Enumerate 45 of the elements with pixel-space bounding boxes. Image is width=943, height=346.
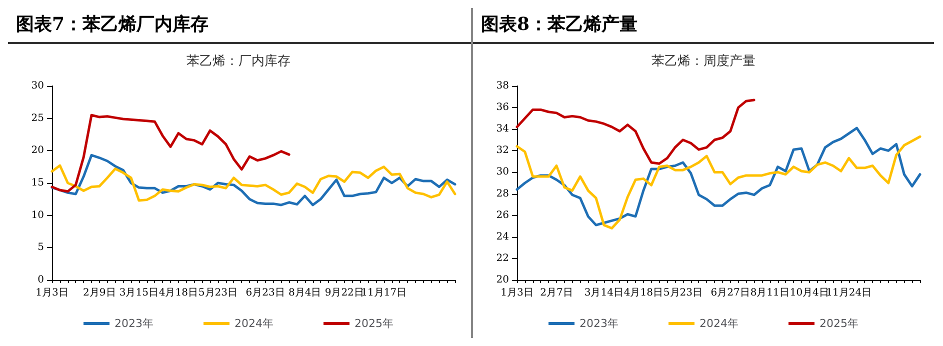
y-tick-label: 0 bbox=[38, 274, 44, 286]
y-tick-label: 24 bbox=[496, 231, 509, 242]
chart-title: 图表7：苯乙烯厂内库存 bbox=[8, 8, 471, 44]
y-tick-label: 20 bbox=[496, 274, 509, 286]
x-tick-label: 2月7日 bbox=[540, 288, 573, 298]
y-tick-label: 32 bbox=[496, 145, 509, 156]
y-tick-label: 22 bbox=[496, 252, 509, 264]
x-tick-label: 4月18日 bbox=[624, 288, 663, 298]
legend-label: 2023年 bbox=[114, 317, 154, 330]
x-tick-label: 10月4日 bbox=[790, 288, 829, 298]
legend-label: 2023年 bbox=[580, 317, 619, 330]
x-tick-label: 1月3日 bbox=[500, 288, 534, 298]
chart-title: 图表8：苯乙烯产量 bbox=[473, 8, 934, 44]
x-tick-label: 2月9日 bbox=[83, 288, 116, 298]
x-tick-label: 8月11日 bbox=[750, 288, 790, 298]
x-tick-label: 6月27日 bbox=[710, 288, 750, 298]
y-tick-label: 28 bbox=[496, 188, 509, 200]
chart-subtitle: 苯乙烯：周度产量 bbox=[652, 53, 756, 69]
y-tick-label: 36 bbox=[496, 102, 509, 114]
x-tick-label: 1月3日 bbox=[36, 288, 68, 298]
x-tick-label: 5月23日 bbox=[663, 288, 702, 298]
x-tick-label: 6月23日 bbox=[246, 288, 285, 298]
x-tick-label: 3月14日 bbox=[584, 288, 624, 298]
y-tick-label: 38 bbox=[496, 80, 509, 92]
y-tick-label: 26 bbox=[496, 210, 509, 221]
legend-label: 2025年 bbox=[819, 317, 858, 330]
y-tick-label: 25 bbox=[31, 112, 44, 124]
x-tick-label: 4月18日 bbox=[158, 288, 198, 298]
y-tick-label: 30 bbox=[31, 80, 44, 92]
x-tick-label: 5月23日 bbox=[198, 288, 238, 298]
x-tick-label: 9月22日 bbox=[324, 288, 364, 298]
y-tick-label: 34 bbox=[496, 124, 509, 135]
y-tick-label: 5 bbox=[38, 242, 44, 254]
x-tick-label: 11月24日 bbox=[826, 288, 872, 298]
x-tick-label: 11月17日 bbox=[361, 288, 407, 298]
y-tick-label: 20 bbox=[31, 145, 44, 156]
legend-label: 2025年 bbox=[354, 317, 394, 330]
legend-label: 2024年 bbox=[700, 317, 739, 330]
x-tick-label: 8月4日 bbox=[288, 288, 322, 298]
legend-label: 2024年 bbox=[234, 317, 274, 330]
y-tick-label: 30 bbox=[496, 166, 509, 178]
y-tick-label: 15 bbox=[31, 178, 44, 188]
chart-subtitle: 苯乙烯：厂内库存 bbox=[186, 54, 290, 69]
x-tick-label: 3月15日 bbox=[119, 288, 158, 298]
y-tick-label: 10 bbox=[31, 210, 44, 221]
